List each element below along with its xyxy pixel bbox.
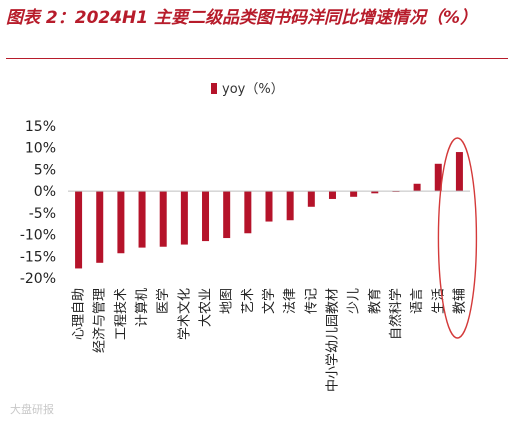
figure-title: 图表 2：2024H1 主要二级品类图书码洋同比增速情况（%）: [6, 8, 478, 28]
x-tick-label: 教育: [367, 288, 383, 314]
x-tick-label: 经济与管理: [93, 288, 108, 353]
bar-9: [244, 191, 252, 234]
x-tick-label: 医学: [155, 288, 171, 314]
y-tick-label: 15%: [25, 119, 56, 135]
bar-2: [96, 191, 104, 263]
bar-15: [371, 191, 379, 194]
x-tick-label: 文学: [261, 288, 277, 314]
y-tick-label: 5%: [34, 162, 56, 178]
title-divider: [6, 58, 508, 59]
y-tick-label: 0%: [34, 184, 56, 200]
bar-17: [413, 183, 421, 192]
y-axis: 15% 10% 5% 0% -5% -10% -15% -20%: [20, 119, 56, 287]
bar-6: [180, 191, 188, 245]
x-tick-label: 大农业: [199, 288, 214, 327]
x-tick-label: 工程技术: [114, 288, 129, 340]
bar-3: [117, 191, 125, 254]
legend: yoy（%）: [211, 82, 284, 97]
y-tick-label: -15%: [20, 249, 56, 265]
bar-11: [286, 191, 294, 221]
bar-18: [434, 163, 442, 192]
bar-12: [307, 191, 315, 207]
x-tick-label: 计算机: [135, 288, 150, 327]
bar-1: [75, 191, 83, 269]
bars: [75, 152, 463, 269]
x-tick-label: 传记: [304, 288, 319, 314]
x-tick-label: 心理自助: [72, 288, 87, 340]
x-tick-label: 艺术: [241, 288, 256, 314]
x-tick-label: 语言: [410, 288, 425, 314]
highlight-ellipse: [437, 137, 478, 339]
bar-14: [350, 191, 358, 197]
bar-7: [202, 191, 210, 242]
x-tick-label: 生活: [431, 288, 446, 314]
legend-swatch: [211, 83, 217, 94]
bar-10: [265, 191, 273, 222]
x-tick-label: 少儿: [347, 288, 362, 314]
bar-8: [223, 191, 231, 239]
x-axis-labels: 心理自助 经济与管理 工程技术 计算机 医学 学术文化 大农业 地图 艺术 文学 法律 传记 中小学幼儿…: [72, 288, 468, 392]
bar-19: [455, 152, 463, 192]
y-tick-label: -5%: [29, 206, 56, 222]
x-tick-label: 中小学幼儿园教材: [324, 288, 340, 392]
bar-4: [138, 191, 146, 248]
y-tick-label: -10%: [20, 228, 56, 244]
x-tick-label: 自然科学: [388, 288, 404, 340]
x-tick-label: 教辅: [451, 288, 467, 314]
legend-label: yoy（%）: [222, 82, 284, 97]
bar-13: [328, 191, 336, 199]
bar-5: [159, 191, 167, 247]
x-tick-label: 地图: [220, 288, 235, 314]
watermark: 大盘研报: [10, 403, 54, 416]
x-tick-label: 学术文化: [176, 288, 192, 340]
y-tick-label: 10%: [25, 141, 56, 157]
x-tick-label: 法律: [283, 288, 298, 314]
y-tick-label: -20%: [20, 271, 56, 287]
